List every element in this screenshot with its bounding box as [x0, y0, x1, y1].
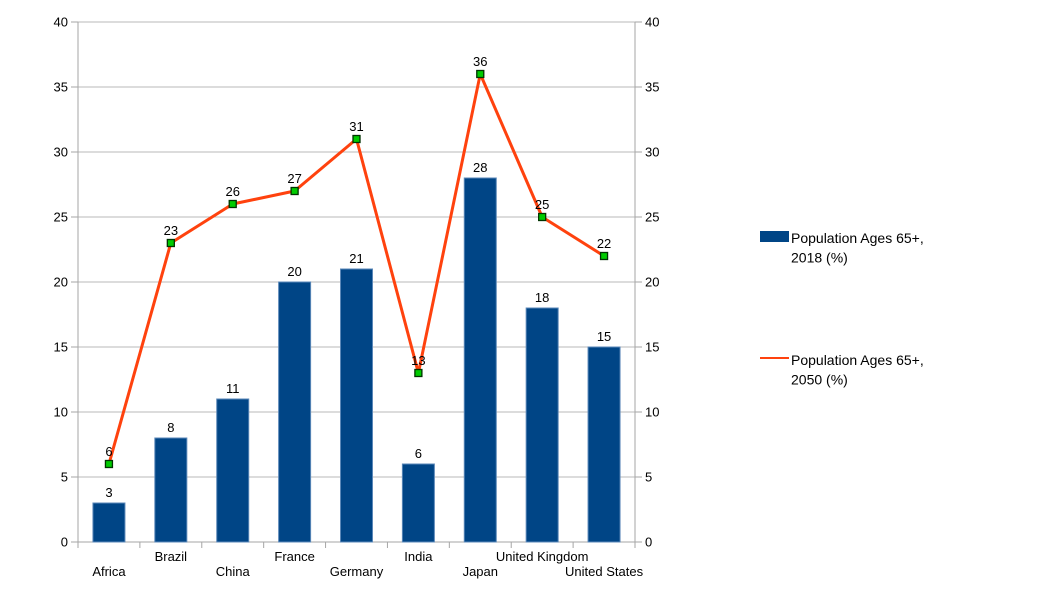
- y-tick-label-left-40: 40: [54, 15, 68, 30]
- bar-africa: [92, 502, 126, 543]
- line-value-label-united-states: 22: [597, 236, 611, 251]
- bar-france: [278, 281, 312, 543]
- y-tick-label-right-25: 25: [645, 210, 659, 225]
- y-tick-label-right-5: 5: [645, 470, 652, 485]
- bar-value-label-africa: 3: [105, 485, 112, 500]
- legend-label-line2-0: 2018 (%): [791, 250, 848, 266]
- legend-label-line2-1: 2050 (%): [791, 372, 848, 388]
- bar-value-label-india: 6: [415, 446, 422, 461]
- line-marker-france: [290, 186, 299, 196]
- y-tick-label-right-20: 20: [645, 275, 659, 290]
- line-marker-japan: [476, 69, 485, 79]
- bar-united-kingdom: [525, 307, 559, 543]
- y-tick-label-left-0: 0: [61, 535, 68, 550]
- line-value-label-germany: 31: [349, 119, 363, 134]
- y-tick-label-left-20: 20: [54, 275, 68, 290]
- line-value-label-china: 26: [225, 184, 239, 199]
- line-marker-india: [414, 368, 423, 378]
- line-value-label-africa: 6: [105, 444, 112, 459]
- line-marker-china: [228, 199, 237, 209]
- y-tick-label-right-10: 10: [645, 405, 659, 420]
- line-value-label-brazil: 23: [164, 223, 178, 238]
- line-value-label-france: 27: [287, 171, 301, 186]
- bar-value-label-united-states: 15: [597, 329, 611, 344]
- y-tick-label-right-40: 40: [645, 15, 659, 30]
- bar-japan: [463, 177, 497, 543]
- bar-value-label-china: 11: [226, 381, 240, 396]
- bar-value-label-japan: 28: [473, 160, 487, 175]
- y-tick-label-right-30: 30: [645, 145, 659, 160]
- bar-united-states: [587, 346, 621, 543]
- y-tick-label-left-10: 10: [54, 405, 68, 420]
- y-tick-label-left-30: 30: [54, 145, 68, 160]
- y-tick-label-left-15: 15: [54, 340, 68, 355]
- x-category-label-japan: Japan: [463, 564, 498, 579]
- line-marker-brazil: [166, 238, 175, 248]
- y-tick-label-right-0: 0: [645, 535, 652, 550]
- bar-value-label-france: 20: [287, 264, 301, 279]
- y-tick-label-right-15: 15: [645, 340, 659, 355]
- legend-label-line1-1: Population Ages 65+,: [791, 352, 924, 368]
- bar-china: [216, 398, 250, 543]
- legend-swatch-2018-: [760, 231, 789, 242]
- line-value-label-india: 13: [411, 353, 425, 368]
- x-category-label-china: China: [216, 564, 251, 579]
- bar-value-label-germany: 21: [349, 251, 363, 266]
- y-tick-label-left-25: 25: [54, 210, 68, 225]
- x-category-label-united-kingdom: United Kingdom: [496, 549, 589, 564]
- bar-value-label-brazil: 8: [167, 420, 174, 435]
- x-category-label-africa: Africa: [92, 564, 126, 579]
- bar-india: [401, 463, 435, 543]
- line-value-label-united-kingdom: 25: [535, 197, 549, 212]
- y-tick-label-right-35: 35: [645, 80, 659, 95]
- x-category-label-france: France: [274, 549, 314, 564]
- x-category-label-brazil: Brazil: [155, 549, 188, 564]
- line-marker-africa: [104, 459, 114, 469]
- x-category-label-germany: Germany: [330, 564, 384, 579]
- x-category-label-india: India: [404, 549, 433, 564]
- x-category-label-united-states: United States: [565, 564, 644, 579]
- line-value-label-japan: 36: [473, 54, 487, 69]
- y-tick-label-left-35: 35: [54, 80, 68, 95]
- line-marker-united-kingdom: [538, 212, 547, 222]
- y-tick-label-left-5: 5: [61, 470, 68, 485]
- bar-germany: [340, 268, 373, 543]
- line-marker-united-states: [599, 251, 609, 261]
- bar-brazil: [154, 437, 188, 543]
- line-marker-germany: [352, 134, 361, 144]
- bar-value-label-united-kingdom: 18: [535, 290, 549, 305]
- legend-label-line1-0: Population Ages 65+,: [791, 230, 924, 246]
